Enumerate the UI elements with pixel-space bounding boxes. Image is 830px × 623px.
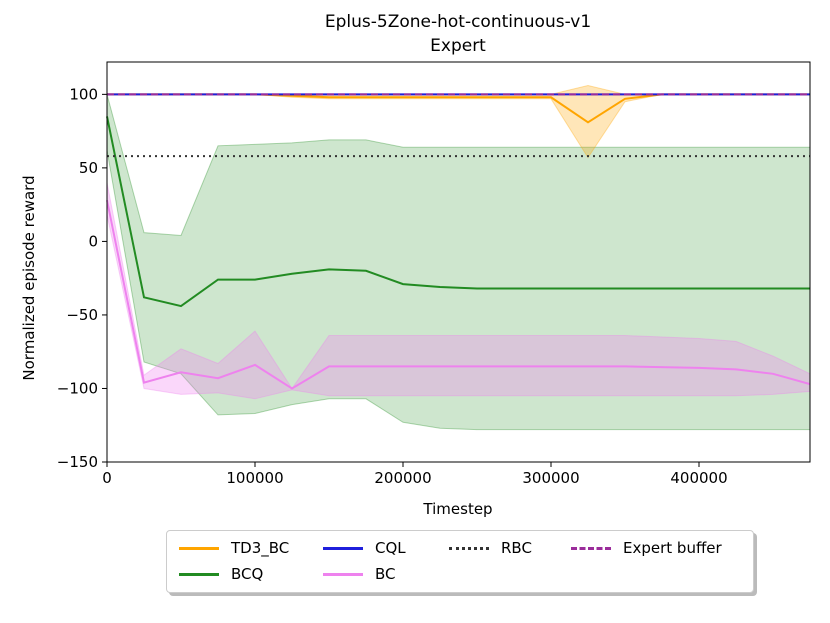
- legend-swatch-rbc: [449, 546, 489, 550]
- legend-label-rbc: RBC: [501, 539, 532, 557]
- y-tick-label: 50: [79, 159, 98, 177]
- y-tick-label: −100: [57, 379, 98, 397]
- legend-swatch-bc: [323, 572, 363, 576]
- legend-item-rbc: RBC: [449, 537, 532, 559]
- series-line-bcq: [106, 116, 810, 308]
- legend: TD3_BC CQL RBC Expert buffer BCQ BC: [166, 530, 754, 593]
- legend-item-bcq: BCQ: [179, 563, 263, 585]
- x-tick-label: 300000: [522, 469, 579, 487]
- y-tick-label: −150: [57, 453, 98, 471]
- legend-label-cql: CQL: [375, 539, 406, 557]
- x-axis-label: Timestep: [422, 500, 492, 518]
- chart-title: Eplus-5Zone-hot-continuous-v1: [325, 12, 591, 32]
- legend-item-expert-buffer: Expert buffer: [571, 537, 722, 559]
- series-line-bc: [106, 200, 811, 390]
- legend-swatch-expert-buffer: [571, 546, 611, 550]
- y-axis-ticks: −150 −100 −50 0 50 100: [57, 85, 107, 471]
- legend-swatch-bcq: [179, 572, 219, 576]
- y-tick-label: −50: [66, 306, 98, 324]
- y-axis-label: Normalized episode reward: [20, 175, 38, 380]
- y-tick-label: 100: [69, 85, 98, 103]
- legend-label-expert-buffer: Expert buffer: [623, 539, 722, 557]
- legend-swatch-td3-bc: [179, 546, 219, 550]
- legend-label-bcq: BCQ: [231, 565, 264, 583]
- x-axis-ticks: 0 100000 200000 300000 400000: [102, 462, 728, 487]
- legend-swatch-cql: [323, 546, 363, 550]
- x-tick-label: 100000: [226, 469, 283, 487]
- x-tick-label: 400000: [670, 469, 727, 487]
- y-tick-label: 0: [88, 232, 98, 250]
- chart-subtitle: Expert: [430, 36, 486, 56]
- legend-item-td3-bc: TD3_BC: [179, 537, 289, 559]
- series-lines: [106, 93, 811, 390]
- legend-item-bc: BC: [323, 563, 396, 585]
- x-tick-label: 200000: [374, 469, 431, 487]
- legend-label-bc: BC: [375, 565, 396, 583]
- legend-label-td3-bc: TD3_BC: [231, 539, 290, 557]
- plot-frame: [106, 61, 811, 463]
- x-tick-label: 0: [102, 469, 112, 487]
- legend-item-cql: CQL: [323, 537, 406, 559]
